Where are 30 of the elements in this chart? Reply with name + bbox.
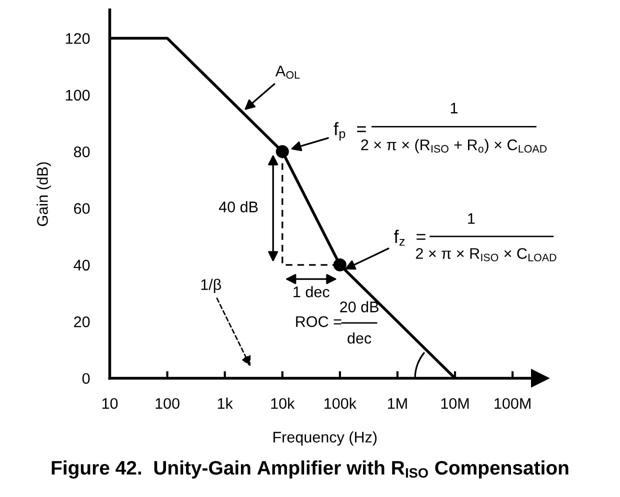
text: Figure 42. Unity-Gain Amplifier with R$_{ISO}$ Compensation [52,460,568,479]
x-tick-label: 10M [441,398,469,409]
annotation: 40 dB [218,201,258,212]
x-tick-label: 10 [102,398,118,409]
y-tick-label: 0 [82,373,90,384]
annotation: 1 [450,102,458,114]
x-tick-label: 100 [156,398,180,409]
x-tick-label: 100M [494,398,530,409]
x-tick-label: 1k [218,398,233,409]
annotation: 2 × π × R$_{ISO}$ × C$_{LOAD}$ [416,248,556,262]
annotation: 2 × π × (R$_{ISO}$ + R$_{o}$) × C$_{LOAD}$ [361,139,547,154]
x-tick-label: 10k [271,398,295,409]
y-tick-label: 80 [74,146,90,158]
y-tick-label: 60 [74,203,90,214]
y-tick-label: 120 [66,33,90,44]
annotation: A$_{OL}$ [275,66,300,79]
x-tick-label: 1M [388,398,407,409]
y-axis-title: Gain (dB) [36,162,51,226]
annotation: 1/β [201,278,222,293]
y-tick-label: 20 [74,316,90,328]
y-tick-label: 100 [66,90,90,101]
x-tick-label: 100k [324,398,357,409]
annotation: 1 [468,213,475,224]
x-axis-title: Frequency (Hz) [274,431,377,446]
annotation: dec [348,332,372,344]
annotation: ROC = [296,316,342,328]
annotation: f$_{z}$ = [394,230,426,246]
annotation: 20 dB [340,301,378,312]
y-tick-label: 40 [74,260,90,271]
annotation: 1 dec [294,286,330,298]
